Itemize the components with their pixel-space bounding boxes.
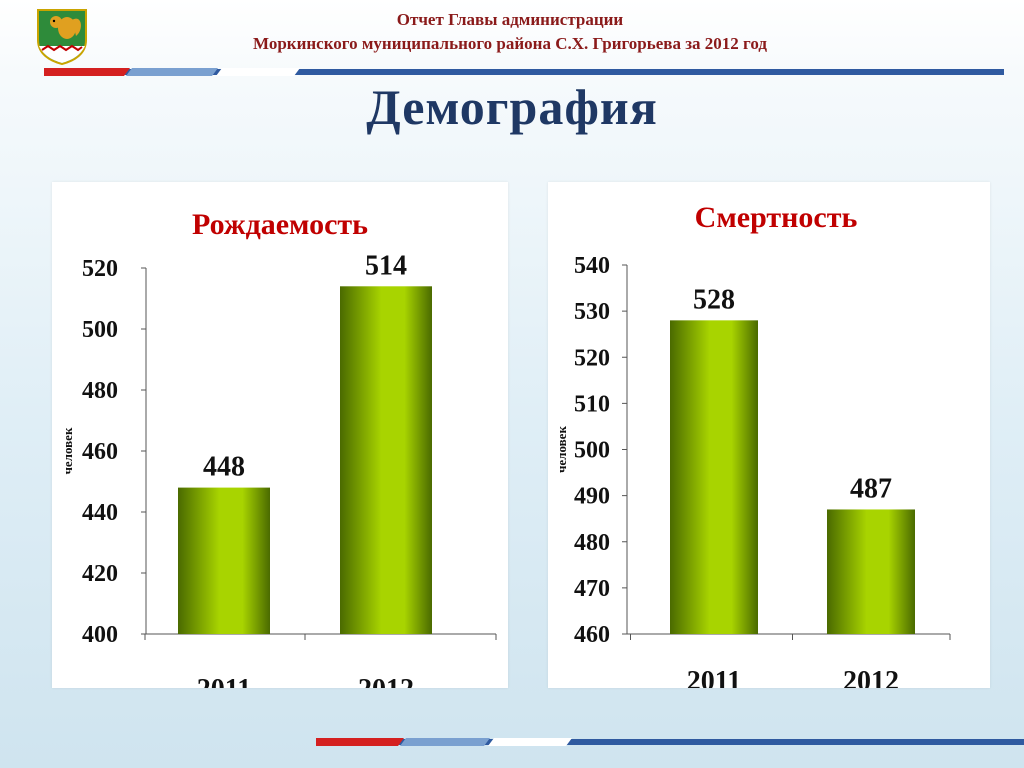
birth-rate-chart-panel: Рождаемость 400 420 440 460 480 500 520 человек 4… <box>52 182 508 688</box>
data-label: 448 <box>203 452 245 483</box>
data-label: 528 <box>693 284 735 315</box>
x-tick-label: 2012 <box>843 666 899 688</box>
data-label: 487 <box>850 473 892 504</box>
y-tick-label: 400 <box>82 622 118 648</box>
header-line-2: Моркинского муниципального района С.Х. Г… <box>253 34 767 53</box>
data-label: 514 <box>365 250 407 281</box>
y-axis-label: человек <box>60 427 75 474</box>
coat-of-arms-squirrel-icon <box>37 9 87 66</box>
birth-rate-chart: Рождаемость 400 420 440 460 480 500 520 человек 4… <box>60 208 497 688</box>
y-tick-label: 460 <box>82 439 118 465</box>
y-tick-label: 500 <box>574 438 610 464</box>
y-tick-label: 420 <box>82 561 118 587</box>
y-tick-label: 540 <box>574 253 610 279</box>
y-tick-label: 520 <box>574 345 610 371</box>
y-tick-label: 460 <box>574 622 610 648</box>
page-title: Демография <box>366 79 658 135</box>
y-tick-label: 480 <box>82 378 118 404</box>
bar <box>340 286 432 634</box>
y-tick-label: 440 <box>82 500 118 526</box>
y-tick-label: 510 <box>574 391 610 417</box>
chart-title: Рождаемость <box>192 208 368 241</box>
y-tick-label: 480 <box>574 530 610 556</box>
x-tick-label: 2011 <box>687 666 741 688</box>
header-line-1: Отчет Главы администрации <box>396 10 624 29</box>
y-tick-label: 520 <box>82 256 118 282</box>
bar <box>827 509 915 634</box>
chart-title: Смертность <box>695 201 858 234</box>
bar <box>670 320 758 634</box>
y-tick-label: 490 <box>574 484 610 510</box>
mortality-chart-panel: Смертность 460 470 480 490 500 510 520 530 540 чел… <box>548 182 990 688</box>
y-tick-label: 470 <box>574 576 610 602</box>
bottom-decorative-stripe <box>316 738 1024 746</box>
y-axis-label: человек <box>554 426 569 473</box>
mortality-chart: Смертность 460 470 480 490 500 510 520 530 540 чел… <box>554 201 951 688</box>
logo <box>34 6 90 66</box>
y-tick-label: 500 <box>82 317 118 343</box>
top-decorative-stripe <box>44 68 1004 76</box>
x-tick-label: 2012 <box>358 674 414 688</box>
report-header: Отчет Главы администрации Моркинского му… <box>180 8 840 56</box>
x-tick-label: 2011 <box>197 674 251 688</box>
bar <box>178 487 270 634</box>
y-tick-label: 530 <box>574 299 610 325</box>
